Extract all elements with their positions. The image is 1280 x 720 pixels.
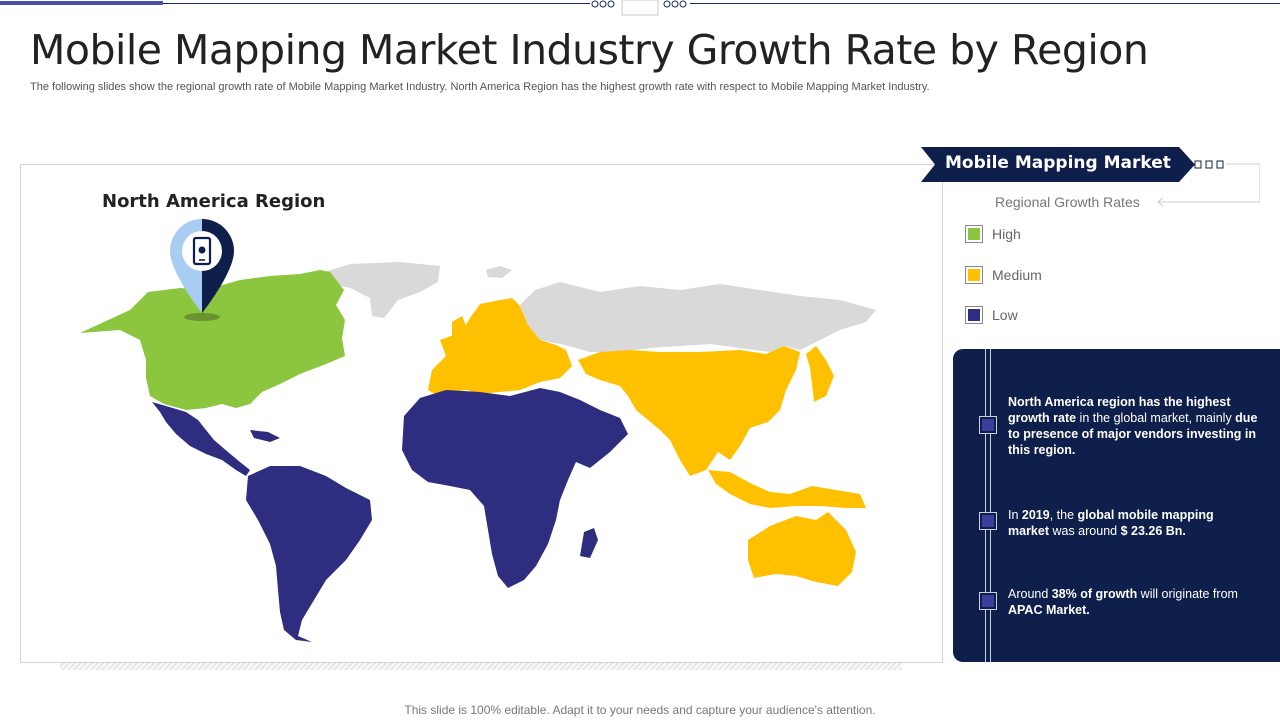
info-point-3-part: 38% of growth xyxy=(1051,587,1138,601)
legend-label-medium: Medium xyxy=(992,267,1042,283)
info-marker-3 xyxy=(979,592,997,610)
info-point-1-part: in the global market, mainly xyxy=(1076,411,1236,425)
info-point-2-part: In xyxy=(1008,508,1022,522)
info-panel xyxy=(953,349,1280,662)
map-region-central-america xyxy=(152,402,250,476)
map-region-indonesia xyxy=(708,470,866,508)
map-region-iceland xyxy=(486,266,512,278)
footer-note: This slide is 100% editable. Adapt it to… xyxy=(404,703,876,717)
map-region-australia xyxy=(748,512,856,586)
page-title: Mobile Mapping Market Industry Growth Ra… xyxy=(30,26,1149,74)
info-point-2-part: , the xyxy=(1049,508,1078,522)
legend-item-low: Low xyxy=(965,306,1018,324)
info-point-2-part: global mobile mapping market xyxy=(1008,508,1214,538)
map-region-russia xyxy=(520,282,876,352)
info-point-1-part: due to presence of major vendors investi… xyxy=(1008,411,1258,457)
map-region-madagascar xyxy=(580,528,598,558)
map-region-japan xyxy=(806,346,834,402)
map-region-north-america xyxy=(80,270,345,410)
page-subtitle: The following slides show the regional g… xyxy=(30,81,930,93)
legend-swatch-low xyxy=(965,306,983,324)
market-banner xyxy=(921,147,1195,182)
location-pin-icon xyxy=(170,219,234,321)
info-point-3-part: will originate from xyxy=(1137,587,1238,601)
map-region-south-america xyxy=(246,466,372,642)
info-marker-2 xyxy=(979,512,997,530)
map-region-caribbean xyxy=(250,430,280,442)
info-marker-1 xyxy=(979,416,997,434)
map-region-uk xyxy=(452,316,468,344)
top-ornament xyxy=(590,0,690,16)
info-point-1-part: North America region has the highest gro… xyxy=(1008,395,1231,425)
legend-swatch-medium xyxy=(965,266,983,284)
legend-arrow-icon xyxy=(1157,197,1220,207)
map-region-greenland xyxy=(325,262,440,318)
info-point-2-part: $ 23.26 Bn. xyxy=(1120,524,1186,538)
info-point-1: North America region has the highest gro… xyxy=(1008,394,1258,458)
map-region-africa xyxy=(402,388,628,588)
info-point-3: Around 38% of growth will originate from… xyxy=(1008,586,1258,618)
info-timeline xyxy=(985,349,991,662)
legend-item-medium: Medium xyxy=(965,266,1042,284)
top-accent-bar xyxy=(0,1,163,5)
info-point-2-part: 2019 xyxy=(1021,508,1050,522)
info-point-2-part: was around xyxy=(1049,524,1121,538)
legend-label-high: High xyxy=(992,226,1021,242)
info-point-2: In 2019, the global mobile mapping marke… xyxy=(1008,507,1258,539)
map-region-europe xyxy=(428,298,572,396)
highlight-region-label: North America Region xyxy=(102,191,326,212)
legend-item-high: High xyxy=(965,225,1021,243)
legend-swatch-high xyxy=(965,225,983,243)
info-point-3-part: Around xyxy=(1008,587,1052,601)
banner-title: Mobile Mapping Market xyxy=(945,153,1171,173)
legend-label-low: Low xyxy=(992,307,1018,323)
legend-title: Regional Growth Rates xyxy=(995,194,1140,210)
map-region-asia xyxy=(578,346,800,476)
info-point-3-part: APAC Market. xyxy=(1008,603,1090,617)
